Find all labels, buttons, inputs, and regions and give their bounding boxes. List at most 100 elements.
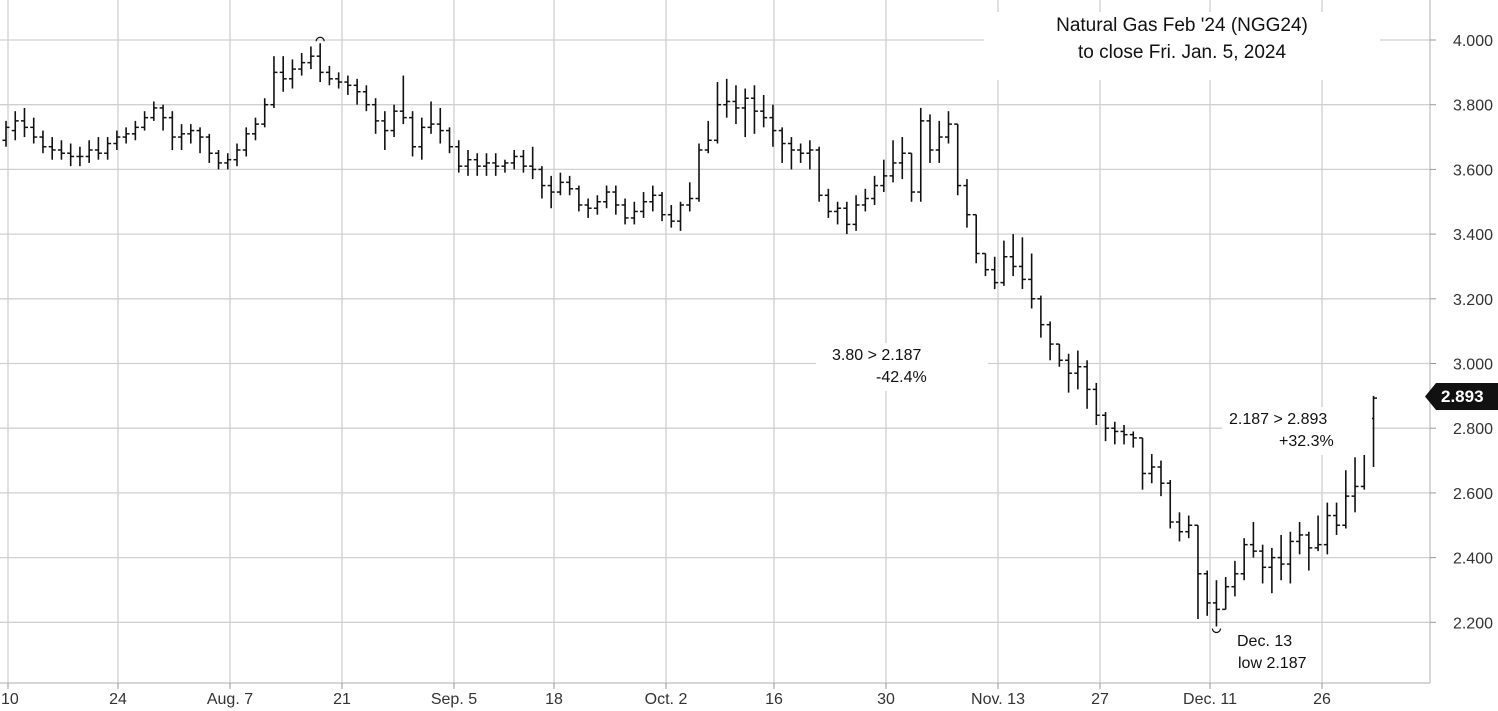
price-bar-30 (279, 56, 287, 92)
y-tick-label-0: 4.000 (1453, 33, 1493, 50)
price-bar-128 (1185, 515, 1193, 539)
price-bar-60 (556, 172, 564, 196)
price-bar-68 (630, 201, 638, 225)
price-bar-102 (944, 111, 952, 144)
price-bar-45 (418, 117, 426, 160)
price-bar-14 (131, 120, 139, 141)
price-bar-0 (2, 120, 10, 147)
price-bar-20 (187, 124, 195, 144)
price-bar-65 (603, 185, 611, 209)
price-bar-22 (205, 133, 213, 163)
price-bar-141 (1305, 531, 1313, 571)
last-price-tag-shape (1425, 383, 1498, 410)
price-bar-95 (880, 159, 888, 193)
price-bar-130 (1203, 570, 1211, 616)
price-bar-49 (455, 140, 463, 173)
price-bar-47 (436, 107, 444, 144)
price-bar-106 (981, 252, 989, 277)
price-bar-40 (372, 98, 380, 134)
price-bar-62 (575, 185, 583, 212)
price-bar-59 (547, 175, 555, 209)
x-tick-label-3: 21 (333, 691, 351, 708)
y-tick-label-7: 2.600 (1453, 486, 1493, 503)
price-bar-114 (1055, 343, 1063, 367)
price-bar-9 (85, 140, 93, 163)
price-bar-129 (1194, 524, 1202, 620)
price-bar-98 (908, 152, 916, 202)
price-bar-116 (1074, 350, 1082, 390)
price-bar-125 (1157, 460, 1165, 497)
price-bar-139 (1286, 531, 1294, 584)
price-bar-72 (667, 204, 675, 228)
price-bar-142 (1314, 515, 1322, 552)
x-tick-label-1: 24 (109, 691, 127, 708)
price-bar-1 (11, 111, 19, 141)
price-bar-42 (390, 104, 398, 138)
decline-annotation: 3.80 > 2.187 -42.4% (816, 343, 988, 391)
price-bar-7 (67, 143, 75, 167)
last-price-label: 2.893 (1441, 387, 1484, 406)
price-bar-64 (593, 195, 601, 215)
price-bar-118 (1092, 382, 1100, 425)
decline-annotation-line-2: -42.4% (876, 369, 927, 386)
price-bar-100 (926, 114, 934, 163)
rally-annotation-line-1: 2.187 > 2.893 (1229, 411, 1328, 428)
price-bar-43 (399, 75, 407, 125)
price-bar-146 (1351, 457, 1359, 513)
price-bar-51 (473, 153, 481, 176)
high-marker (315, 36, 325, 42)
price-bar-2 (20, 107, 28, 138)
price-bar-77 (713, 82, 721, 144)
price-bar-143 (1323, 502, 1331, 555)
price-bar-120 (1111, 421, 1119, 445)
price-bar-8 (76, 146, 84, 167)
price-bar-46 (427, 101, 435, 134)
price-bar-61 (566, 175, 574, 196)
price-bar-41 (381, 111, 389, 150)
price-bar-67 (621, 198, 629, 225)
price-bar-29 (270, 56, 278, 108)
price-bar-78 (723, 78, 731, 118)
price-bar-107 (991, 256, 999, 290)
price-bar-76 (704, 120, 712, 154)
price-bar-32 (298, 52, 306, 76)
price-bar-115 (1065, 353, 1073, 393)
x-tick-label-4: Sep. 5 (431, 691, 477, 708)
chart-title: Natural Gas Feb '24 (NGG24) to close Fri… (984, 12, 1380, 80)
x-tick-label-7: 16 (765, 691, 783, 708)
y-tick-label-1: 3.800 (1453, 98, 1493, 115)
price-bar-110 (1018, 237, 1026, 290)
price-bar-84 (778, 127, 786, 163)
price-bar-89 (824, 188, 832, 218)
price-bar-81 (750, 85, 758, 134)
price-bar-131 (1212, 580, 1220, 627)
price-bar-19 (178, 124, 186, 150)
last-price-tag: 2.893 (1425, 383, 1498, 410)
price-bar-101 (935, 120, 943, 163)
price-bar-133 (1231, 560, 1239, 597)
price-bar-54 (501, 159, 509, 173)
price-bar-15 (141, 111, 149, 131)
low-annotation-line-2: low 2.187 (1238, 655, 1307, 672)
y-tick-label-9: 2.200 (1453, 615, 1493, 632)
price-bar-145 (1342, 470, 1350, 529)
price-bar-88 (815, 146, 823, 202)
price-bar-11 (104, 137, 112, 160)
x-tick-label-12: 26 (1313, 691, 1331, 708)
price-bar-21 (196, 127, 204, 154)
price-bar-97 (898, 137, 906, 180)
price-bar-137 (1268, 547, 1276, 594)
price-bar-63 (584, 198, 592, 218)
price-bar-99 (917, 107, 925, 202)
price-bar-87 (806, 140, 814, 170)
price-bar-93 (861, 188, 869, 212)
x-tick-label-6: Oct. 2 (645, 691, 688, 708)
price-bar-58 (538, 166, 546, 199)
price-bar-75 (695, 143, 703, 202)
price-bar-70 (649, 185, 657, 212)
price-bar-52 (482, 153, 490, 176)
price-bar-6 (57, 140, 65, 160)
rally-annotation-line-2: +32.3% (1279, 433, 1334, 450)
price-bar-39 (362, 85, 370, 112)
